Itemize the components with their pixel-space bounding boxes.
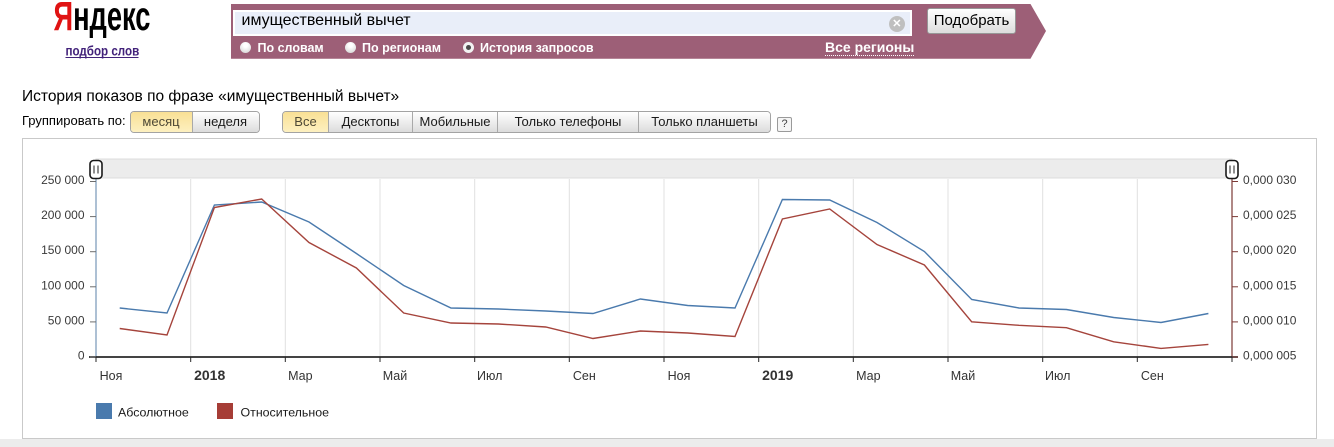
svg-text:0,000 015: 0,000 015 <box>1243 278 1297 292</box>
svg-text:Абсолютное: Абсолютное <box>118 406 189 420</box>
svg-text:2018: 2018 <box>194 367 225 383</box>
svg-text:200 000: 200 000 <box>41 208 85 222</box>
svg-text:50 000: 50 000 <box>48 313 85 327</box>
svg-text:Май: Май <box>383 369 408 383</box>
svg-text:100 000: 100 000 <box>41 278 85 292</box>
svg-text:Яндекс: Яндекс <box>54 0 151 39</box>
svg-text:0: 0 <box>78 349 85 363</box>
svg-text:Сен: Сен <box>1141 369 1164 383</box>
svg-text:0,000 010: 0,000 010 <box>1243 313 1297 327</box>
svg-text:0,000 005: 0,000 005 <box>1243 349 1297 363</box>
svg-text:Июл: Июл <box>1045 369 1070 383</box>
svg-text:Сен: Сен <box>573 369 596 383</box>
svg-text:0,000 030: 0,000 030 <box>1243 173 1297 187</box>
svg-text:2019: 2019 <box>762 367 793 383</box>
svg-text:Относительное: Относительное <box>241 406 330 420</box>
svg-text:250 000: 250 000 <box>41 173 85 187</box>
svg-text:Июл: Июл <box>477 369 502 383</box>
svg-text:Мар: Мар <box>288 369 313 383</box>
svg-text:0,000 025: 0,000 025 <box>1243 208 1297 222</box>
svg-text:0,000 020: 0,000 020 <box>1243 243 1297 257</box>
svg-text:Ноя: Ноя <box>668 369 691 383</box>
svg-text:подбор слов: подбор слов <box>66 44 140 59</box>
svg-text:Мар: Мар <box>856 369 881 383</box>
svg-text:150 000: 150 000 <box>41 243 85 257</box>
svg-text:Ноя: Ноя <box>100 369 123 383</box>
svg-text:Май: Май <box>951 369 976 383</box>
